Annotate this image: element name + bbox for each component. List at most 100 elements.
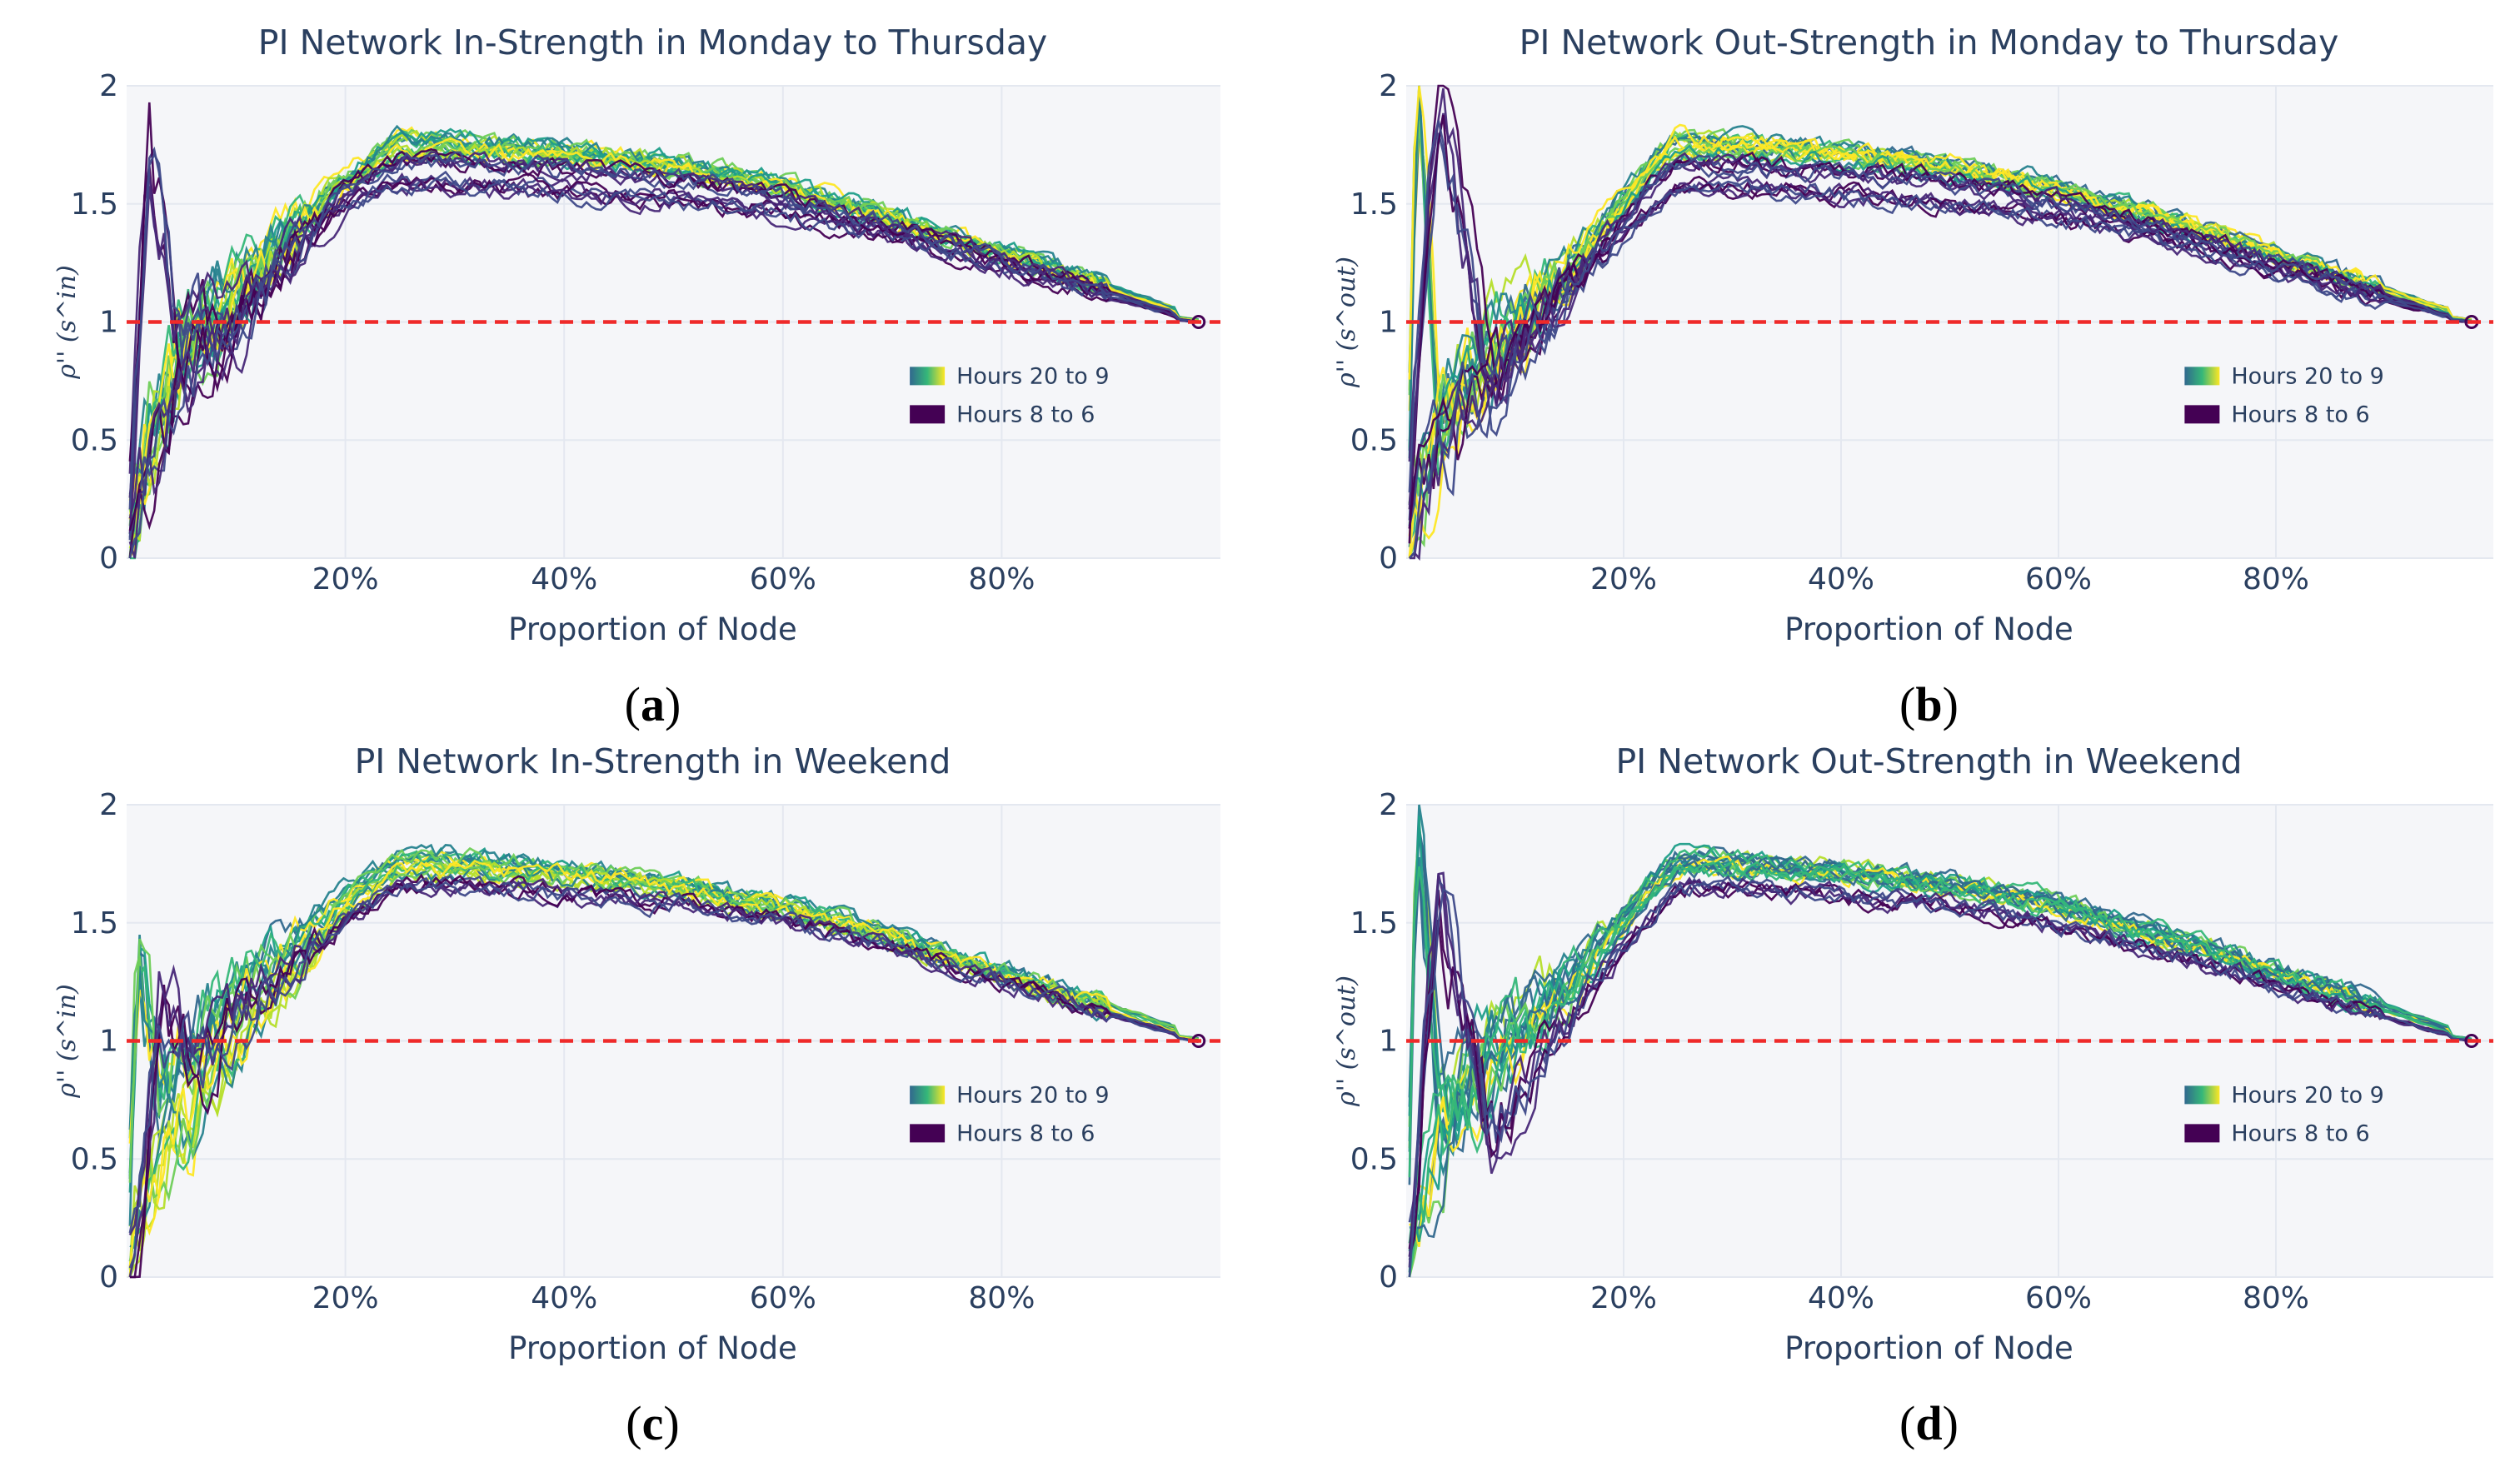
series-line-hours-8-to-6 xyxy=(128,157,1199,538)
legend-swatch-dark xyxy=(910,405,946,424)
panel-caption: (d) xyxy=(1899,1396,1959,1450)
x-tick-label: 80% xyxy=(2243,562,2309,596)
y-axis-label: ρ'' (s^in) xyxy=(52,265,82,380)
series-line-hours-20-to-9 xyxy=(1408,846,2473,1178)
y-tick-labels: 0 0.5 1 1.5 2 xyxy=(1350,788,1398,1295)
x-tick-label: 40% xyxy=(1808,562,1874,596)
legend: Hours 20 to 9 Hours 8 to 6 xyxy=(910,363,1110,427)
chart-panel-a: PI Network In-Strength in Monday to Thur… xyxy=(52,22,1220,731)
chart-title: PI Network In-Strength in Weekend xyxy=(355,741,951,781)
legend: Hours 20 to 9 Hours 8 to 6 xyxy=(2184,363,2384,427)
y-tick-label: 2 xyxy=(1379,69,1398,103)
y-tick-label: 1.5 xyxy=(71,906,118,941)
y-tick-labels: 0 0.5 1 1.5 2 xyxy=(71,788,118,1295)
panel-caption: (c) xyxy=(626,1396,679,1450)
y-tick-label: 1 xyxy=(99,306,118,340)
legend-swatch-gradient xyxy=(2184,367,2220,386)
legend-label: Hours 8 to 6 xyxy=(2231,402,2369,427)
x-axis-label: Proportion of Node xyxy=(508,611,797,647)
x-tick-label: 80% xyxy=(968,562,1035,596)
y-tick-label: 2 xyxy=(99,788,118,822)
x-tick-label: 40% xyxy=(531,1281,597,1315)
x-axis-label: Proportion of Node xyxy=(1784,1330,2073,1366)
legend-swatch-gradient xyxy=(910,1085,946,1105)
panel-letter: a xyxy=(641,677,665,731)
y-tick-label: 1 xyxy=(1379,306,1398,340)
series-line-hours-8-to-6 xyxy=(128,178,1199,534)
series-line-hours-8-to-6 xyxy=(128,151,1200,559)
y-tick-label: 0.5 xyxy=(71,423,118,457)
legend-label: Hours 8 to 6 xyxy=(2231,1120,2369,1146)
legend-swatch-dark xyxy=(2184,405,2220,424)
legend-label: Hours 8 to 6 xyxy=(956,402,1095,427)
series-lines xyxy=(128,102,1206,560)
panel-letter: d xyxy=(1915,1396,1942,1450)
series-line-hours-8-to-6 xyxy=(1408,875,2473,1278)
legend-swatch-gradient xyxy=(2184,1085,2220,1105)
legend-swatch-gradient xyxy=(910,367,946,386)
legend-swatch-dark xyxy=(2184,1124,2220,1143)
y-axis-label: ρ'' (s^out) xyxy=(1332,976,1361,1107)
legend-swatch-dark xyxy=(910,1124,946,1143)
y-tick-labels: 0 0.5 1 1.5 2 xyxy=(1350,69,1398,576)
panel-caption: (a) xyxy=(625,677,681,731)
series-line-hours-20-to-9 xyxy=(1408,145,2473,504)
x-tick-label: 60% xyxy=(2025,1281,2092,1315)
chart-panel-b: PI Network Out-Strength in Monday to Thu… xyxy=(1332,22,2493,731)
y-tick-label: 1 xyxy=(1379,1025,1398,1059)
x-tick-label: 60% xyxy=(2025,562,2092,596)
y-tick-label: 0 xyxy=(1379,541,1398,576)
y-axis-label: ρ'' (s^in) xyxy=(52,984,82,1099)
chart-title: PI Network Out-Strength in Weekend xyxy=(1615,741,2242,781)
x-tick-label: 20% xyxy=(312,1281,379,1315)
series-line-hours-20-to-9 xyxy=(128,142,1199,549)
chart-panel-c: PI Network In-Strength in Weekend 0 0.5 … xyxy=(52,741,1220,1450)
x-tick-labels: 20% 40% 60% 80% xyxy=(312,1281,1035,1315)
series-line-hours-8-to-6 xyxy=(128,151,1199,531)
legend-label: Hours 20 to 9 xyxy=(956,363,1110,389)
legend: Hours 20 to 9 Hours 8 to 6 xyxy=(910,1082,1110,1146)
series-line-hours-20-to-9 xyxy=(1408,861,2472,1278)
y-tick-label: 0.5 xyxy=(1350,1142,1398,1176)
y-tick-label: 0 xyxy=(99,541,118,576)
x-tick-labels: 20% 40% 60% 80% xyxy=(1590,1281,2309,1315)
legend-label: Hours 20 to 9 xyxy=(2231,1082,2384,1108)
x-tick-label: 60% xyxy=(750,562,816,596)
panel-caption: (b) xyxy=(1899,677,1959,731)
chart-panel-d: PI Network Out-Strength in Weekend 0 0.5… xyxy=(1332,741,2493,1450)
y-tick-label: 0.5 xyxy=(71,1142,118,1176)
chart-title: PI Network In-Strength in Monday to Thur… xyxy=(258,22,1047,62)
x-axis-label: Proportion of Node xyxy=(1784,611,2073,647)
y-tick-label: 1.5 xyxy=(1350,906,1398,941)
x-tick-label: 20% xyxy=(1590,1281,1657,1315)
x-tick-label: 40% xyxy=(531,562,597,596)
series-line-hours-8-to-6 xyxy=(1408,157,2472,559)
x-tick-label: 40% xyxy=(1808,1281,1874,1315)
x-tick-label: 80% xyxy=(2243,1281,2309,1315)
y-tick-label: 2 xyxy=(99,69,118,103)
series-line-hours-8-to-6 xyxy=(128,879,1199,1234)
series-lines xyxy=(128,843,1206,1279)
series-lines xyxy=(1408,84,2479,561)
x-tick-label: 20% xyxy=(1590,562,1657,596)
series-line-hours-8-to-6 xyxy=(128,151,1199,559)
y-tick-label: 1.5 xyxy=(1350,187,1398,222)
legend-label: Hours 20 to 9 xyxy=(956,1082,1110,1108)
x-axis-label: Proportion of Node xyxy=(508,1330,797,1366)
series-line-hours-8-to-6 xyxy=(1408,877,2473,1223)
x-tick-label: 60% xyxy=(750,1281,816,1315)
legend-label: Hours 8 to 6 xyxy=(956,1120,1095,1146)
x-tick-label: 80% xyxy=(968,1281,1035,1315)
y-tick-label: 1 xyxy=(99,1025,118,1059)
y-tick-labels: 0 0.5 1 1.5 2 xyxy=(71,69,118,576)
y-tick-label: 0 xyxy=(99,1260,118,1295)
series-lines xyxy=(1408,804,2479,1278)
y-tick-label: 1.5 xyxy=(71,187,118,222)
y-tick-label: 2 xyxy=(1379,788,1398,822)
x-tick-labels: 20% 40% 60% 80% xyxy=(312,562,1035,596)
panel-letter: c xyxy=(642,1396,664,1450)
legend-label: Hours 20 to 9 xyxy=(2231,363,2384,389)
y-axis-label: ρ'' (s^out) xyxy=(1332,257,1361,388)
y-tick-label: 0.5 xyxy=(1350,423,1398,457)
